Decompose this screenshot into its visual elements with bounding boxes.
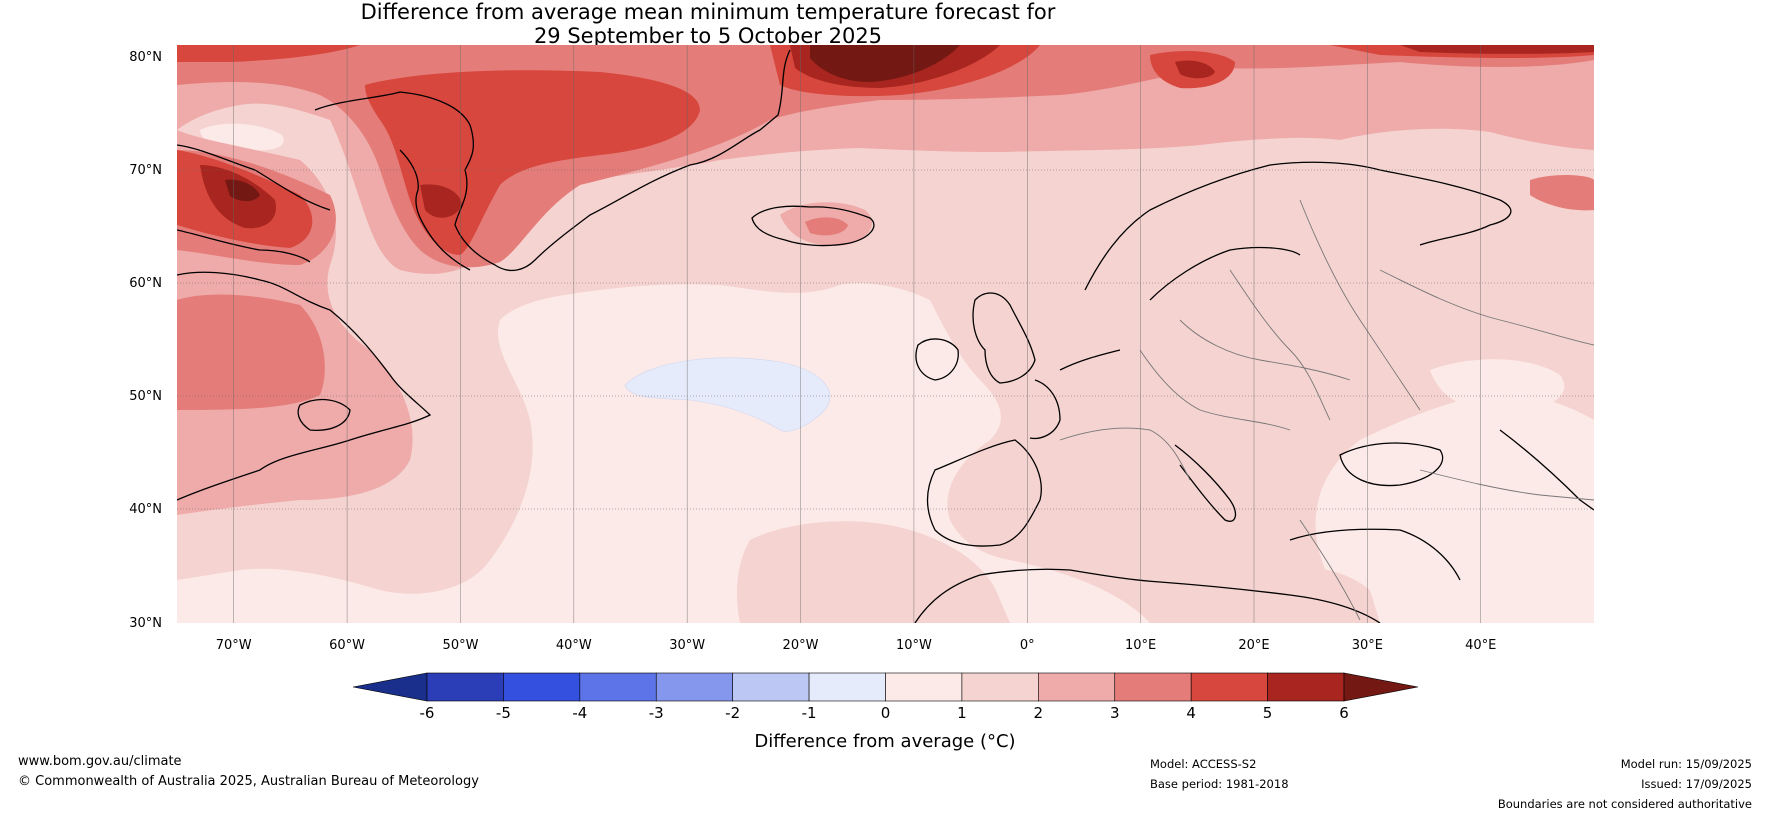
anomaly-band-3-4-east xyxy=(1530,175,1594,211)
colorbar-segment xyxy=(1114,672,1192,702)
lat-label: 60°N xyxy=(129,276,162,291)
border-8 xyxy=(1299,519,1361,621)
anomaly-band-neg1-0 xyxy=(624,357,831,432)
map-panel xyxy=(177,45,1594,623)
coast-ireland xyxy=(915,338,959,381)
issued-date: Issued: 17/09/2025 xyxy=(1641,777,1752,791)
colorbar-ticks: -6 -5 -4 -3 -2 -1 0 1 2 3 4 5 6 xyxy=(420,704,1349,722)
colorbar-segment xyxy=(1267,672,1345,702)
anomaly-band-0-1-europe xyxy=(1430,359,1565,413)
colorbar-tick-label: 6 xyxy=(1339,704,1349,722)
border-6 xyxy=(1379,269,1594,346)
colorbar xyxy=(352,672,1419,702)
coast-eastern-med xyxy=(1289,429,1594,581)
colorbar-extend-low xyxy=(352,672,428,702)
longitude-labels: 70°W 60°W 50°W 40°W 30°W 20°W 10°W 0° 10… xyxy=(216,638,1497,653)
lon-label: 0° xyxy=(1020,638,1035,653)
graticule xyxy=(177,169,1594,510)
lon-label: 10°E xyxy=(1125,638,1156,653)
meridians xyxy=(233,45,1481,623)
lon-label: 70°W xyxy=(216,638,252,653)
colorbar-tick-label: 4 xyxy=(1186,704,1196,722)
lat-label: 40°N xyxy=(129,502,162,517)
coast-greenland-west xyxy=(399,149,471,271)
colorbar-segment xyxy=(961,672,1039,702)
border-1 xyxy=(1139,349,1291,431)
colorbar-tick-label: -2 xyxy=(725,704,740,722)
colorbar-segment xyxy=(655,672,733,702)
anomaly-band-6-plus xyxy=(810,45,960,82)
copyright: © Commonwealth of Australia 2025, Austra… xyxy=(18,774,479,789)
latitude-labels: 80°N 70°N 60°N 50°N 40°N 30°N xyxy=(129,50,162,631)
model-name: Model: ACCESS-S2 xyxy=(1150,757,1257,771)
colorbar-segment xyxy=(426,672,504,702)
lon-label: 20°E xyxy=(1238,638,1269,653)
coast-iberia xyxy=(926,439,1042,547)
anomaly-band-3-4-iceland xyxy=(805,217,848,236)
coast-italy xyxy=(1174,444,1237,522)
anomaly-band-5-6-svalbard xyxy=(1175,60,1215,79)
colorbar-segment xyxy=(808,672,886,702)
colorbar-tick-label: 3 xyxy=(1110,704,1120,722)
coastlines xyxy=(177,49,1594,623)
border-7 xyxy=(1419,469,1594,501)
lat-label: 50°N xyxy=(129,389,162,404)
coast-black-sea xyxy=(1339,442,1444,487)
lat-label: 70°N xyxy=(129,163,162,178)
border-3 xyxy=(1229,269,1331,421)
base-period: Base period: 1981-2018 xyxy=(1150,777,1289,791)
colorbar-segment xyxy=(1038,672,1116,702)
colorbar-segment xyxy=(885,672,963,702)
colorbar-segment xyxy=(1190,672,1268,702)
colorbar-extend-high xyxy=(1343,672,1419,702)
colorbar-tick-label: 1 xyxy=(957,704,967,722)
lon-label: 30°E xyxy=(1352,638,1383,653)
lat-label: 80°N xyxy=(129,50,162,65)
anomaly-band-5-6-kara xyxy=(1400,45,1594,54)
anomaly-band-1-2-med xyxy=(1240,566,1380,623)
anomaly-band-5-6-greenland xyxy=(420,184,462,218)
anomaly-band-4-5-north xyxy=(177,45,360,62)
anomaly-band-3-4-labrador xyxy=(177,294,325,410)
title-line-1: Difference from average mean minimum tem… xyxy=(360,0,1056,24)
colorbar-segment xyxy=(579,672,657,702)
lon-label: 60°W xyxy=(329,638,365,653)
map-title: Difference from average mean minimum tem… xyxy=(0,0,1416,48)
coast-britain xyxy=(972,292,1036,384)
lon-label: 20°W xyxy=(783,638,819,653)
source-url: www.bom.gov.au/climate xyxy=(18,754,182,769)
country-borders xyxy=(1059,199,1594,621)
coast-africa xyxy=(914,568,1381,623)
colorbar-tick-label: 2 xyxy=(1034,704,1044,722)
colorbar-segment xyxy=(732,672,810,702)
lon-label: 30°W xyxy=(669,638,705,653)
lat-label: 30°N xyxy=(129,616,162,631)
title-line-2: 29 September to 5 October 2025 xyxy=(533,24,883,48)
border-2 xyxy=(1179,319,1351,381)
colorbar-tick-label: -6 xyxy=(420,704,435,722)
border-4 xyxy=(1299,199,1421,411)
colorbar-tick-label: 0 xyxy=(881,704,891,722)
lon-label: 50°W xyxy=(443,638,479,653)
coast-iceland xyxy=(751,205,875,247)
colorbar-tick-label: -1 xyxy=(802,704,817,722)
lon-label: 40°W xyxy=(556,638,592,653)
coast-labrador xyxy=(177,271,432,501)
coast-newfoundland xyxy=(297,398,351,431)
lon-label: 40°E xyxy=(1465,638,1496,653)
coast-greenland xyxy=(314,49,791,272)
border-5 xyxy=(1059,427,1191,481)
colorbar-tick-label: -3 xyxy=(649,704,664,722)
colorbar-tick-label: -5 xyxy=(496,704,511,722)
model-run-date: Model run: 15/09/2025 xyxy=(1620,757,1752,771)
anomaly-band-1-2-south xyxy=(737,521,1010,623)
coast-france xyxy=(1029,349,1121,440)
lon-label: 10°W xyxy=(896,638,932,653)
colorbar-tick-label: -4 xyxy=(572,704,587,722)
colorbar-tick-label: 5 xyxy=(1263,704,1273,722)
colorbar-segment xyxy=(503,672,581,702)
boundaries-disclaimer: Boundaries are not considered authoritat… xyxy=(1497,797,1752,811)
colorbar-label: Difference from average (°C) xyxy=(754,731,1015,752)
